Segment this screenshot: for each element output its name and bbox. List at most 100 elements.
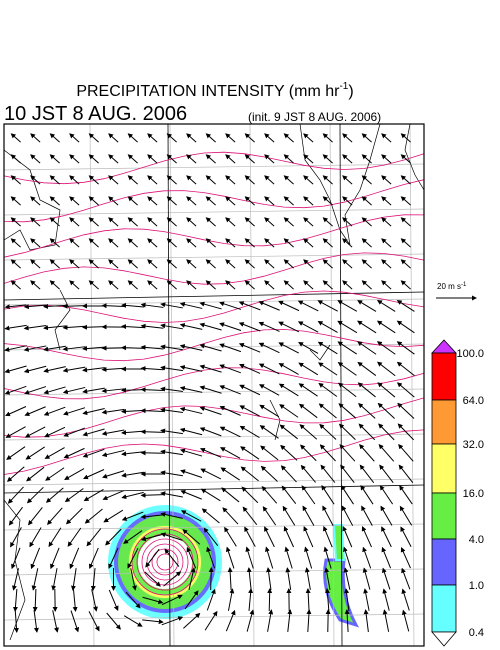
wind-vector — [10, 217, 21, 227]
wind-vector — [24, 426, 46, 438]
wind-vector — [361, 217, 372, 227]
colorbar-label: 100.0 — [456, 348, 484, 360]
wind-vector — [381, 567, 391, 590]
wind-vector — [123, 615, 143, 627]
grid-parallel — [3, 523, 425, 531]
valid-time: 10 JST 8 AUG. 2006 — [4, 103, 187, 125]
wind-vector — [121, 491, 144, 500]
wind-vector — [381, 175, 392, 185]
wind-vector — [142, 596, 164, 605]
wind-vector — [4, 324, 27, 331]
isobar — [3, 328, 425, 365]
wind-vector — [285, 567, 292, 590]
wind-vector — [244, 154, 255, 164]
wind-vector — [186, 154, 197, 164]
wind-vector — [298, 403, 318, 419]
wind-vector — [8, 506, 23, 526]
wind-vector — [281, 485, 297, 505]
wind-vector — [13, 609, 19, 633]
wind-vector — [166, 280, 177, 290]
wind-vector — [160, 302, 183, 309]
wind-vector — [160, 407, 183, 414]
wind-vector — [140, 429, 164, 435]
wind-vector — [221, 487, 240, 503]
wind-vector — [43, 325, 66, 331]
wind-vector — [245, 546, 254, 569]
wind-vector — [377, 402, 395, 419]
wind-vector — [298, 383, 318, 397]
wind-vector — [338, 382, 357, 398]
wind-vector — [225, 259, 236, 269]
wind-vector — [361, 259, 372, 269]
wind-vector — [381, 546, 392, 569]
grid-parallel — [3, 298, 425, 306]
wind-vector — [381, 238, 392, 248]
wind-vector — [88, 280, 99, 290]
wind-vector — [284, 546, 293, 569]
wind-vector — [318, 382, 338, 397]
wind-vector — [219, 405, 241, 416]
wind-vector — [337, 300, 358, 312]
wind-vector — [127, 133, 138, 143]
wind-vector — [363, 609, 369, 632]
wind-vector — [10, 133, 21, 143]
wind-vector — [400, 196, 411, 206]
wind-vector — [49, 217, 60, 227]
wind-vector — [145, 548, 160, 568]
colorbar-under — [431, 631, 457, 647]
wind-vector — [179, 448, 203, 457]
wind-vector — [324, 567, 331, 590]
wind-vector — [43, 406, 66, 416]
wind-vector — [242, 506, 258, 525]
wind-vector — [361, 133, 372, 143]
isobar — [3, 179, 425, 223]
wind-vector — [43, 345, 66, 352]
wind-vector — [49, 196, 60, 206]
wind-vector — [378, 443, 395, 462]
grid-meridian — [409, 123, 415, 647]
wind-vector — [381, 133, 392, 143]
wind-vector — [108, 589, 119, 611]
wind-vector — [359, 464, 375, 484]
wind-vector — [261, 485, 278, 504]
vector-legend-superscript: -1 — [461, 282, 467, 288]
wind-vector — [179, 427, 203, 436]
wind-vector — [244, 280, 255, 290]
wind-vector — [264, 133, 275, 143]
wind-vector — [219, 426, 241, 438]
wind-vector — [401, 609, 410, 632]
wind-vector — [43, 386, 66, 395]
wind-vector — [69, 175, 80, 185]
wind-vector — [67, 527, 82, 547]
colorbar-band — [431, 492, 457, 540]
wind-vector — [105, 528, 122, 546]
wind-vector — [319, 444, 336, 462]
wind-vector — [322, 154, 333, 164]
isobar — [3, 214, 425, 258]
wind-vector — [298, 342, 319, 354]
wind-vector — [140, 533, 164, 542]
wind-vector — [69, 259, 80, 269]
wind-vector — [363, 588, 370, 611]
wind-vector — [267, 609, 274, 632]
wind-vector — [4, 304, 27, 310]
wind-vector — [219, 322, 242, 331]
wind-vector — [283, 280, 294, 290]
wind-vector — [186, 133, 197, 143]
wind-vector — [304, 546, 313, 569]
wind-vector — [241, 486, 259, 504]
wind-vector — [362, 567, 371, 590]
wind-vector — [208, 567, 214, 591]
wind-vector — [225, 238, 236, 248]
wind-vector — [164, 548, 180, 567]
wind-vector — [381, 280, 392, 290]
wind-vector — [199, 447, 222, 458]
wind-vector — [88, 154, 99, 164]
wind-vector — [225, 196, 236, 206]
wind-vector — [398, 464, 414, 483]
wind-vector — [240, 446, 260, 460]
wind-vector — [361, 505, 373, 526]
wind-vector — [186, 175, 197, 185]
wind-vector — [225, 217, 236, 227]
wind-vector — [305, 588, 311, 612]
